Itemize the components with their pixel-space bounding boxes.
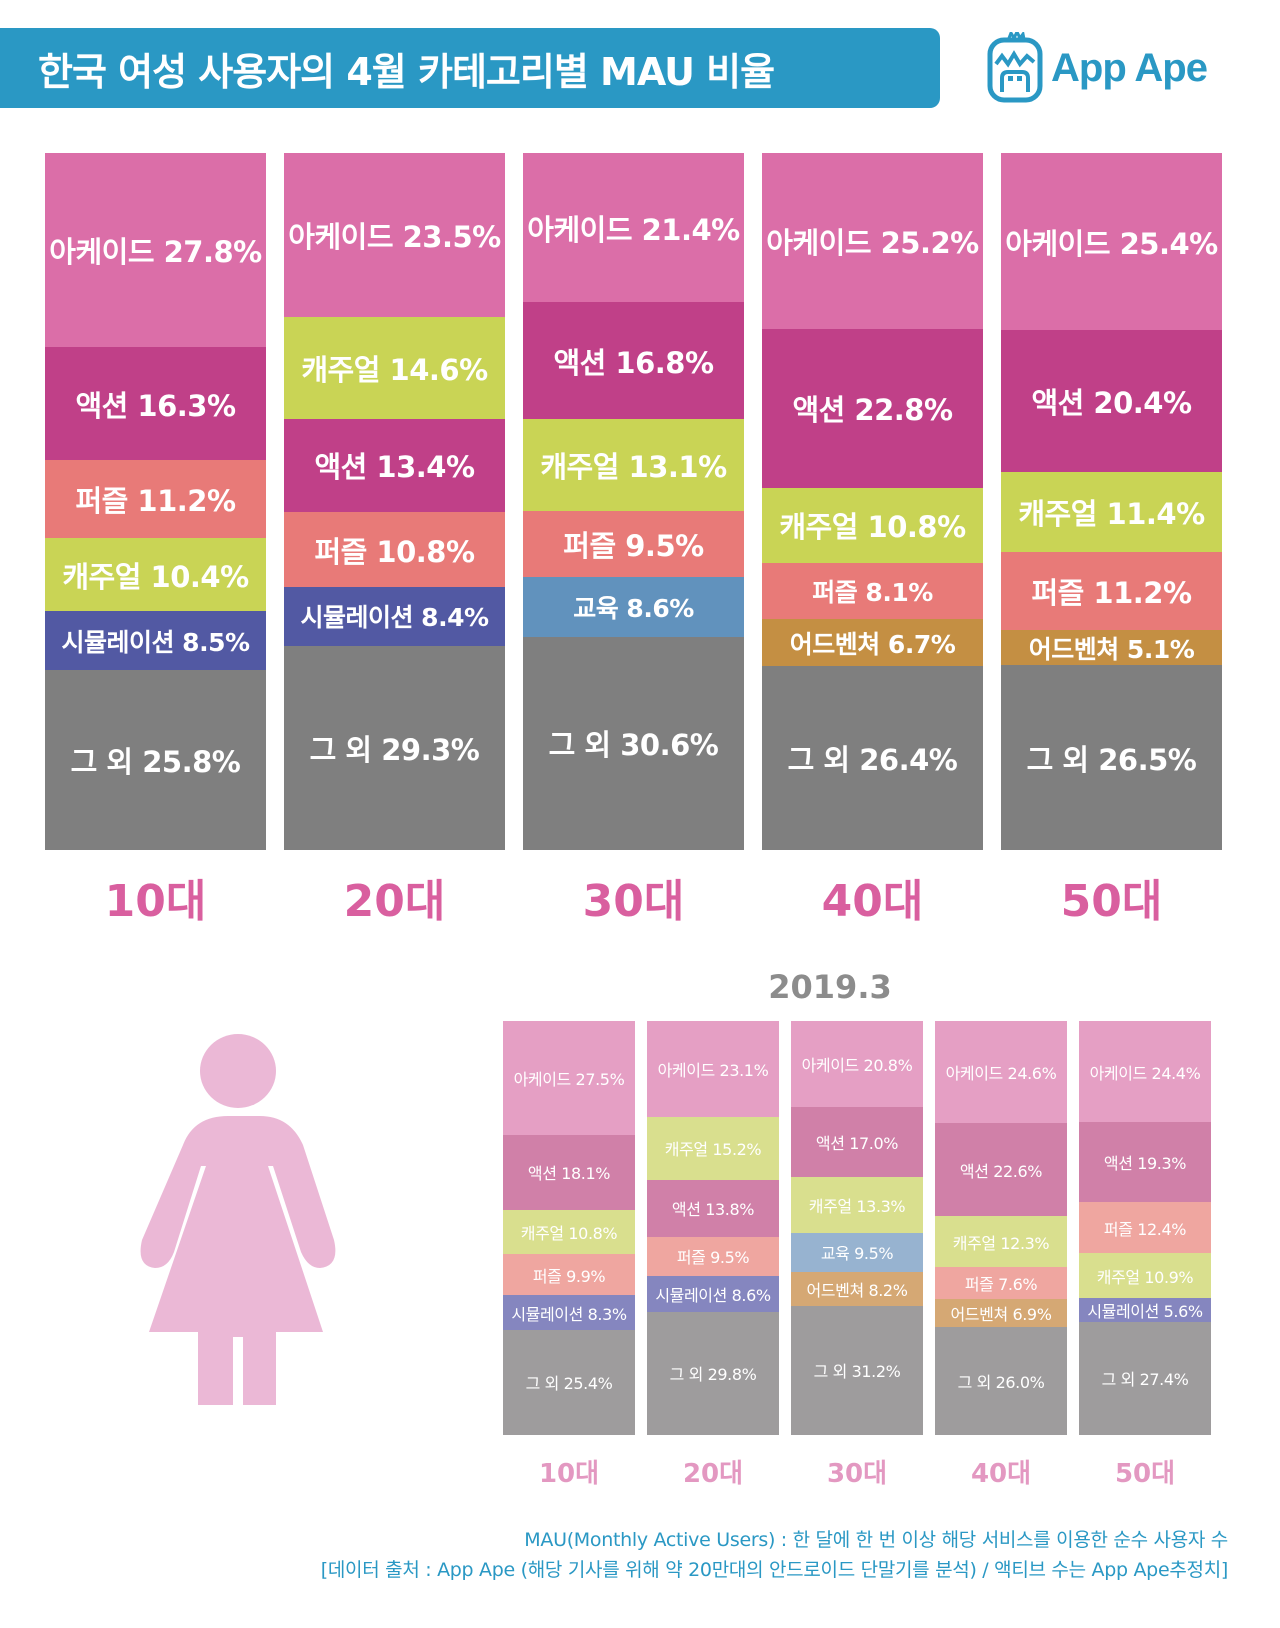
bar-segment: 액션 20.4% — [1001, 330, 1222, 473]
logo-text: App Ape — [1051, 45, 1208, 90]
stacked-bar-10대: 아케이드 27.5% 액션 18.1% 캐주얼 10.8% 퍼즐 9.9% 시뮬레이션 … — [503, 1021, 635, 1435]
bar-segment: 캐주얼 10.8% — [762, 487, 983, 563]
bar-segment: 교육 8.6% — [523, 576, 744, 637]
bar-segment: 아케이드 24.4% — [1079, 1021, 1211, 1123]
data-source: [데이터 출처 : App Ape (해당 기사를 위해 약 20만대의 안드로… — [320, 1559, 1229, 1581]
stacked-bar-40대: 아케이드 25.2% 액션 22.8% 캐주얼 10.8% 퍼즐 8.1% 어드벤쳐 6… — [762, 153, 983, 850]
age-group-label: 10대 — [538, 1459, 600, 1489]
bar-segment: 아케이드 27.5% — [503, 1021, 635, 1135]
bar-segment: 아케이드 23.1% — [647, 1021, 779, 1117]
bar-segment: 그 외 25.4% — [503, 1329, 635, 1435]
bar-segment: 그 외 30.6% — [523, 636, 744, 850]
age-group-label: 50대 — [1114, 1459, 1176, 1489]
age-group-label: 20대 — [682, 1459, 744, 1489]
bar-segment: 그 외 26.4% — [762, 665, 983, 850]
bar-segment: 액션 17.0% — [791, 1107, 923, 1178]
bar-segment: 액션 16.3% — [45, 346, 266, 461]
bar-segment: 어드벤쳐 6.7% — [762, 619, 983, 666]
bar-segment: 그 외 29.3% — [284, 645, 505, 850]
bar-segment: 퍼즐 7.6% — [935, 1267, 1067, 1299]
bar-segment: 캐주얼 12.3% — [935, 1216, 1067, 1268]
age-group-label: 30대 — [582, 876, 685, 927]
bar-segment: 액션 19.3% — [1079, 1122, 1211, 1202]
bar-segment: 그 외 26.0% — [935, 1327, 1067, 1435]
bar-segment: 그 외 29.8% — [647, 1311, 779, 1435]
bar-segment: 액션 22.8% — [762, 328, 983, 488]
bar-segment: 퍼즐 11.2% — [45, 460, 266, 539]
app-ape-logo: App Ape — [987, 30, 1208, 106]
bar-segment: 그 외 25.8% — [45, 670, 266, 850]
stacked-bar-50대: 아케이드 25.4% 액션 20.4% 캐주얼 11.4% 퍼즐 11.2% 어드벤쳐 … — [1001, 153, 1222, 850]
mau-definition: MAU(Monthly Active Users) : 한 달에 한 번 이상 … — [524, 1529, 1228, 1551]
bar-segment: 캐주얼 13.3% — [791, 1177, 923, 1233]
stacked-bar-10대: 아케이드 27.8% 액션 16.3% 퍼즐 11.2% 캐주얼 10.4% 시뮬레이션… — [45, 153, 266, 850]
bar-segment: 그 외 27.4% — [1079, 1321, 1211, 1435]
bar-segment: 캐주얼 11.4% — [1001, 472, 1222, 552]
bar-segment: 액션 13.8% — [647, 1179, 779, 1237]
bar-segment: 시뮬레이션 8.6% — [647, 1276, 779, 1312]
bar-segment: 퍼즐 8.1% — [762, 562, 983, 620]
stacked-bar-30대: 아케이드 21.4% 액션 16.8% 캐주얼 13.1% 퍼즐 9.5% 교육 8.6… — [523, 153, 744, 850]
age-group-label: 20대 — [343, 876, 446, 927]
bar-segment: 시뮬레이션 8.5% — [45, 610, 266, 671]
bar-segment: 아케이드 25.2% — [762, 153, 983, 329]
age-group-label: 30대 — [826, 1459, 888, 1489]
age-group-label: 40대 — [821, 876, 924, 927]
bar-segment: 액션 18.1% — [503, 1134, 635, 1210]
stacked-bar-20대: 아케이드 23.1% 캐주얼 15.2% 액션 13.8% 퍼즐 9.5% 시뮬레이션 … — [647, 1021, 779, 1435]
stacked-bar-30대: 아케이드 20.8% 액션 17.0% 캐주얼 13.3% 교육 9.5% 어드벤쳐 8… — [791, 1021, 923, 1435]
bar-segment: 교육 9.5% — [791, 1232, 923, 1272]
april-age-labels: 10대 20대 30대 40대 50대 — [45, 865, 1222, 929]
bar-segment: 아케이드 27.8% — [45, 153, 266, 347]
april-chart: 아케이드 27.8% 액션 16.3% 퍼즐 11.2% 캐주얼 10.4% 시뮬레이션… — [45, 153, 1222, 850]
bar-segment: 아케이드 20.8% — [791, 1021, 923, 1108]
bar-segment: 아케이드 23.5% — [284, 153, 505, 317]
bar-segment: 아케이드 21.4% — [523, 153, 744, 303]
bar-segment: 액션 22.6% — [935, 1122, 1067, 1217]
woman-figure-icon — [140, 1034, 336, 1405]
bar-segment: 퍼즐 9.9% — [503, 1254, 635, 1296]
bar-segment: 캐주얼 15.2% — [647, 1116, 779, 1180]
page-title: 한국 여성 사용자의 4월 카테고리별 MAU 비율 — [38, 49, 775, 94]
age-group-label: 50대 — [1060, 876, 1163, 927]
bar-segment: 시뮬레이션 8.3% — [503, 1295, 635, 1330]
age-group-label: 10대 — [104, 876, 207, 927]
bar-segment: 캐주얼 13.1% — [523, 419, 744, 511]
bar-segment: 그 외 26.5% — [1001, 665, 1222, 850]
stacked-bar-40대: 아케이드 24.6% 액션 22.6% 캐주얼 12.3% 퍼즐 7.6% 어드벤쳐 6… — [935, 1021, 1067, 1435]
ape-face-icon — [987, 32, 1043, 103]
bar-segment: 액션 16.8% — [523, 302, 744, 420]
bar-segment: 어드벤쳐 6.9% — [935, 1298, 1067, 1328]
footer-notes: MAU(Monthly Active Users) : 한 달에 한 번 이상 … — [320, 1525, 1229, 1585]
bar-segment: 퍼즐 12.4% — [1079, 1201, 1211, 1254]
bar-segment: 어드벤쳐 8.2% — [791, 1271, 923, 1306]
bar-segment: 액션 13.4% — [284, 418, 505, 512]
stacked-bar-20대: 아케이드 23.5% 캐주얼 14.6% 액션 13.4% 퍼즐 10.8% 시뮬레이션… — [284, 153, 505, 850]
march-chart: 아케이드 27.5% 액션 18.1% 캐주얼 10.8% 퍼즐 9.9% 시뮬레이션 … — [503, 1021, 1211, 1435]
stacked-bar-50대: 아케이드 24.4% 액션 19.3% 퍼즐 12.4% 캐주얼 10.9% 시뮬레이션… — [1079, 1021, 1211, 1435]
march-chart-title: 2019.3 — [768, 968, 892, 1006]
bar-segment: 퍼즐 9.5% — [647, 1236, 779, 1276]
bar-segment: 퍼즐 11.2% — [1001, 551, 1222, 630]
bar-segment: 퍼즐 9.5% — [523, 510, 744, 577]
bar-segment: 퍼즐 10.8% — [284, 511, 505, 588]
title-banner: 한국 여성 사용자의 4월 카테고리별 MAU 비율 — [0, 28, 940, 108]
bar-segment: 캐주얼 10.9% — [1079, 1253, 1211, 1299]
bar-segment: 어드벤쳐 5.1% — [1001, 629, 1222, 666]
bar-segment: 캐주얼 10.4% — [45, 538, 266, 611]
bar-segment: 아케이드 24.6% — [935, 1021, 1067, 1123]
bar-segment: 캐주얼 14.6% — [284, 316, 505, 419]
bar-segment: 그 외 31.2% — [791, 1305, 923, 1435]
age-group-label: 40대 — [970, 1459, 1032, 1489]
bar-segment: 시뮬레이션 8.4% — [284, 587, 505, 646]
bar-segment: 시뮬레이션 5.6% — [1079, 1298, 1211, 1322]
march-age-labels: 10대 20대 30대 40대 50대 — [503, 1453, 1211, 1490]
bar-segment: 아케이드 25.4% — [1001, 153, 1222, 331]
bar-segment: 캐주얼 10.8% — [503, 1209, 635, 1255]
